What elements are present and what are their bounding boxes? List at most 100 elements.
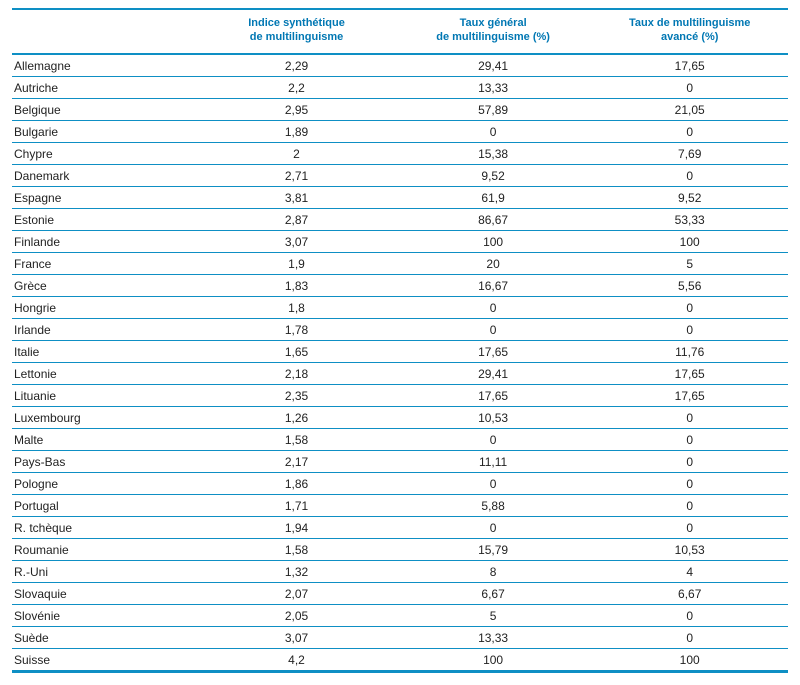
value-cell: 0 [591,296,788,318]
header-col-3-line2: avancé (%) [595,30,784,44]
value-cell: 0 [591,120,788,142]
header-col-2-line1: Taux général [399,16,588,30]
value-cell: 1,94 [198,516,395,538]
table-row: Danemark2,719,520 [12,164,788,186]
value-cell: 10,53 [591,538,788,560]
table-row: Estonie2,8786,6753,33 [12,208,788,230]
value-cell: 0 [395,318,592,340]
value-cell: 21,05 [591,98,788,120]
value-cell: 2,05 [198,604,395,626]
value-cell: 6,67 [395,582,592,604]
country-cell: Roumanie [12,538,198,560]
table-row: Slovénie2,0550 [12,604,788,626]
table-row: Roumanie1,5815,7910,53 [12,538,788,560]
value-cell: 0 [591,604,788,626]
table-body: Allemagne2,2929,4117,65Autriche2,213,330… [12,54,788,672]
country-cell: Suède [12,626,198,648]
value-cell: 15,38 [395,142,592,164]
value-cell: 100 [591,230,788,252]
value-cell: 16,67 [395,274,592,296]
value-cell: 17,65 [591,54,788,77]
country-cell: Belgique [12,98,198,120]
country-cell: Pays-Bas [12,450,198,472]
value-cell: 2,18 [198,362,395,384]
header-col-3-line1: Taux de multilinguisme [595,16,784,30]
value-cell: 13,33 [395,76,592,98]
table-row: Irlande1,7800 [12,318,788,340]
table-row: France1,9205 [12,252,788,274]
value-cell: 1,26 [198,406,395,428]
header-col-1: Indice synthétique de multilinguisme [198,9,395,54]
value-cell: 2 [198,142,395,164]
value-cell: 100 [591,648,788,671]
table-row: Portugal1,715,880 [12,494,788,516]
value-cell: 11,76 [591,340,788,362]
value-cell: 1,65 [198,340,395,362]
table-row: Belgique2,9557,8921,05 [12,98,788,120]
value-cell: 4,2 [198,648,395,671]
table-row: Pologne1,8600 [12,472,788,494]
header-col-1-line2: de multilinguisme [202,30,391,44]
value-cell: 100 [395,648,592,671]
country-cell: R. tchèque [12,516,198,538]
header-country [12,9,198,54]
value-cell: 3,81 [198,186,395,208]
value-cell: 4 [591,560,788,582]
value-cell: 0 [591,164,788,186]
table-row: Espagne3,8161,99,52 [12,186,788,208]
value-cell: 3,07 [198,626,395,648]
value-cell: 9,52 [395,164,592,186]
value-cell: 0 [395,120,592,142]
value-cell: 0 [591,494,788,516]
header-col-2-line2: de multilinguisme (%) [399,30,588,44]
value-cell: 0 [591,516,788,538]
country-cell: Finlande [12,230,198,252]
value-cell: 53,33 [591,208,788,230]
value-cell: 0 [591,472,788,494]
country-cell: Slovaquie [12,582,198,604]
header-col-1-line1: Indice synthétique [202,16,391,30]
value-cell: 1,9 [198,252,395,274]
value-cell: 2,2 [198,76,395,98]
value-cell: 1,71 [198,494,395,516]
country-cell: Espagne [12,186,198,208]
value-cell: 17,65 [591,362,788,384]
country-cell: Slovénie [12,604,198,626]
country-cell: Italie [12,340,198,362]
value-cell: 2,17 [198,450,395,472]
country-cell: R.-Uni [12,560,198,582]
value-cell: 7,69 [591,142,788,164]
country-cell: Allemagne [12,54,198,77]
table-row: Lituanie2,3517,6517,65 [12,384,788,406]
value-cell: 17,65 [591,384,788,406]
country-cell: Autriche [12,76,198,98]
value-cell: 20 [395,252,592,274]
value-cell: 1,58 [198,428,395,450]
value-cell: 2,07 [198,582,395,604]
table-row: Autriche2,213,330 [12,76,788,98]
country-cell: Chypre [12,142,198,164]
country-cell: Pologne [12,472,198,494]
value-cell: 2,35 [198,384,395,406]
table-row: Finlande3,07100100 [12,230,788,252]
table-row: Allemagne2,2929,4117,65 [12,54,788,77]
country-cell: Grèce [12,274,198,296]
value-cell: 0 [395,516,592,538]
table-row: R. tchèque1,9400 [12,516,788,538]
value-cell: 0 [395,472,592,494]
value-cell: 2,29 [198,54,395,77]
country-cell: Danemark [12,164,198,186]
country-cell: Lituanie [12,384,198,406]
value-cell: 1,83 [198,274,395,296]
table-row: Grèce1,8316,675,56 [12,274,788,296]
value-cell: 17,65 [395,340,592,362]
value-cell: 100 [395,230,592,252]
value-cell: 0 [591,428,788,450]
value-cell: 5 [591,252,788,274]
table-row: R.-Uni1,3284 [12,560,788,582]
table-row: Pays-Bas2,1711,110 [12,450,788,472]
value-cell: 61,9 [395,186,592,208]
table-header: Indice synthétique de multilinguisme Tau… [12,9,788,54]
country-cell: Malte [12,428,198,450]
value-cell: 1,86 [198,472,395,494]
